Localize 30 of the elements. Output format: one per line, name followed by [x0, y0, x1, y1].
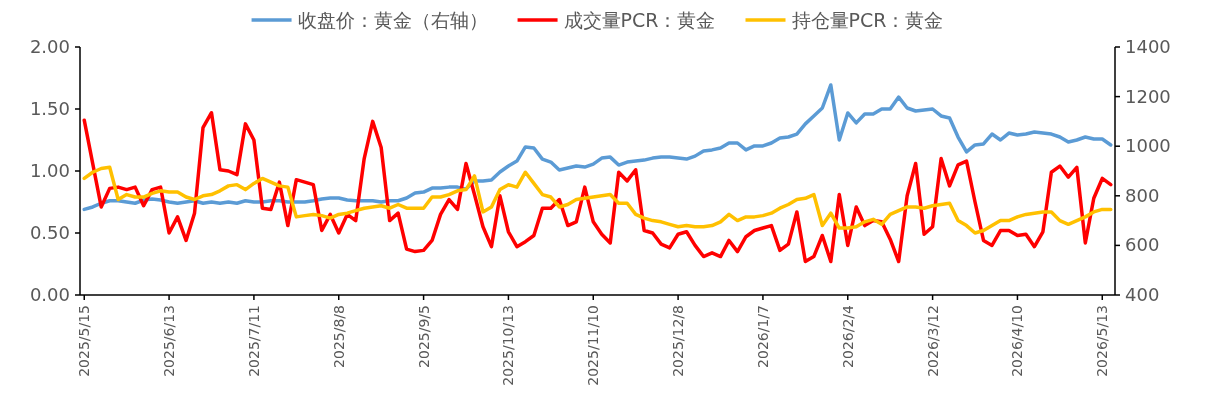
y2-tick-label: 600 — [1125, 234, 1160, 256]
x-tick-label: 2026/4/10 — [1009, 305, 1026, 377]
y-tick-label: 1.50 — [29, 98, 70, 119]
line-series — [82, 165, 1113, 235]
legend-label: 持仓量PCR：黄金 — [791, 9, 944, 31]
y-tick-label: 0.00 — [29, 284, 70, 305]
y2-tick-label: 400 — [1125, 284, 1160, 305]
x-tick-label: 2025/5/15 — [76, 305, 93, 377]
legend-label: 收盘价：黄金（右轴） — [297, 9, 488, 31]
x-tick-label: 2026/1/7 — [754, 305, 771, 368]
y-tick-label: 0.50 — [29, 222, 70, 243]
x-tick-label: 2025/7/11 — [245, 305, 262, 377]
y2-tick-label: 1200 — [1125, 85, 1171, 107]
x-tick-label: 2025/12/8 — [670, 305, 687, 377]
y-tick-label: 1.00 — [29, 160, 70, 181]
x-tick-label: 2025/10/13 — [500, 305, 517, 386]
y2-tick-label: 800 — [1125, 184, 1160, 206]
x-tick-label: 2025/9/5 — [415, 305, 432, 368]
y-tick-label: 2.00 — [29, 36, 70, 57]
x-tick-label: 2026/2/4 — [839, 304, 856, 368]
y2-tick-label: 1400 — [1125, 36, 1171, 57]
line-series — [82, 110, 1113, 264]
x-tick-label: 2026/3/12 — [924, 305, 941, 377]
line-series — [82, 83, 1113, 212]
x-tick-label: 2025/6/13 — [161, 305, 178, 377]
y2-tick-label: 1000 — [1125, 135, 1171, 157]
x-tick-label: 2026/5/13 — [1094, 305, 1111, 377]
x-tick-label: 2025/11/10 — [585, 305, 602, 386]
x-tick-label: 2025/8/8 — [330, 305, 347, 368]
legend-label: 成交量PCR：黄金 — [563, 9, 716, 31]
